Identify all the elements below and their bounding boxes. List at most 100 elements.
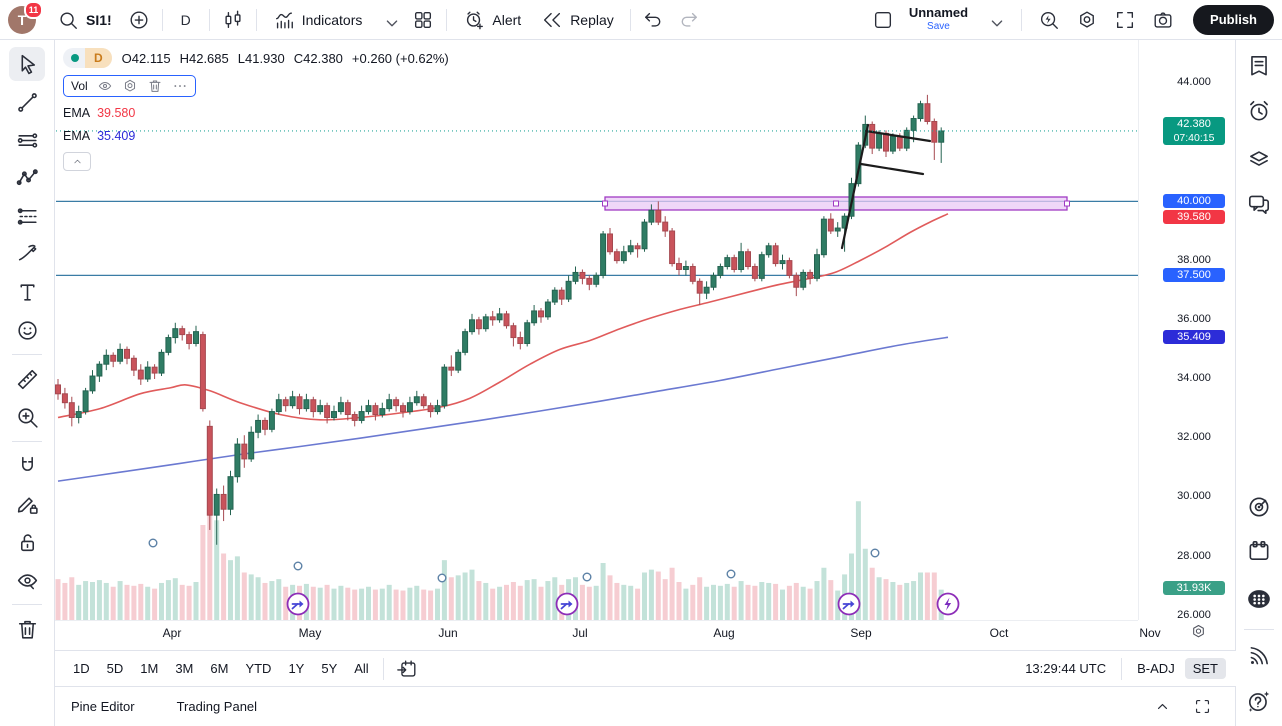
notification-badge: 11 [24, 0, 43, 19]
trend-line-tool[interactable] [9, 85, 45, 119]
indicator-settings-icon[interactable] [122, 78, 138, 94]
save-link[interactable]: Save [927, 21, 950, 33]
plus-circle-icon [128, 9, 150, 31]
go-to-date-button[interactable] [396, 658, 418, 680]
more-options-icon[interactable] [172, 78, 188, 94]
publish-button[interactable]: Publish [1193, 4, 1274, 35]
brush-icon [18, 244, 36, 260]
badj-button[interactable]: B-ADJ [1137, 661, 1175, 676]
grid-icon [412, 9, 434, 31]
ema-legend-row[interactable]: EMA 35.409 [63, 129, 449, 143]
replay-button[interactable]: Replay [532, 4, 623, 36]
calendar-panel[interactable] [1242, 534, 1276, 568]
indicators-button[interactable]: Indicators [264, 4, 372, 36]
time-axis-month: Nov [1139, 626, 1161, 640]
undo-button[interactable] [638, 4, 670, 36]
divider [161, 8, 163, 31]
remove-drawings-tool[interactable] [9, 612, 45, 646]
settings-button[interactable] [1071, 4, 1103, 36]
tab-pine-editor[interactable]: Pine Editor [71, 699, 135, 714]
range-6m[interactable]: 6M [202, 658, 236, 679]
time-axis-month: Oct [989, 626, 1009, 640]
pattern-tool[interactable] [9, 161, 45, 195]
ruler-tool[interactable] [9, 362, 45, 396]
interval-button[interactable]: D [170, 4, 202, 36]
compare-add-button[interactable] [123, 4, 155, 36]
layout-name-button[interactable]: Unnamed Save [905, 5, 972, 33]
parallel-lines-tool[interactable] [9, 123, 45, 157]
time-axis-month: Jul [572, 626, 588, 640]
text-tool[interactable] [9, 275, 45, 309]
maximize-icon [1193, 697, 1212, 716]
divider [1121, 657, 1123, 680]
alert-button[interactable]: Alert [454, 4, 530, 36]
quick-search-button[interactable] [1033, 4, 1065, 36]
panel-expand-button[interactable] [1150, 695, 1174, 719]
layers-panel[interactable] [1242, 141, 1276, 175]
broadcast-panel[interactable] [1242, 639, 1276, 673]
layout-menu-button[interactable] [978, 4, 1010, 36]
legend-collapse-button[interactable] [63, 152, 91, 171]
price-label-pill: 40.000 [1163, 194, 1225, 208]
price-axis-label: 44.000 [1177, 76, 1211, 88]
symbol-search[interactable]: SI1! [48, 4, 121, 36]
tab-trading-panel[interactable]: Trading Panel [176, 699, 258, 714]
range-1d[interactable]: 1D [65, 658, 98, 679]
emoji-tool[interactable] [9, 313, 45, 347]
chat-panel[interactable] [1242, 187, 1276, 221]
range-ytd[interactable]: YTD [237, 658, 279, 679]
zoom-in-tool[interactable] [9, 400, 45, 434]
eye-icon[interactable] [97, 78, 113, 94]
chart-type-button[interactable] [217, 4, 249, 36]
alerts-panel[interactable] [1242, 94, 1276, 128]
divider [12, 604, 42, 605]
range-all[interactable]: All [346, 658, 376, 679]
fullscreen-icon [1114, 9, 1136, 31]
chevron-down-icon [986, 12, 1003, 28]
brush-tool[interactable] [9, 237, 45, 271]
time-axis[interactable]: Apr May Jun Jul Aug Sep Oct Nov [55, 620, 1161, 651]
fullscreen-button[interactable] [1109, 4, 1141, 36]
hide-drawings-tool[interactable] [9, 563, 45, 597]
price-label-pill: 35.409 [1163, 330, 1225, 344]
undo-icon [643, 9, 665, 31]
hlines-icon [17, 132, 37, 148]
price-axis-label: 38.000 [1177, 254, 1211, 266]
drawing-mode-tool[interactable] [9, 487, 45, 521]
right-sidebar [1235, 40, 1282, 726]
layout-select-button[interactable] [867, 4, 899, 36]
cursor-tool[interactable] [9, 47, 45, 81]
price-axis[interactable]: 44.000 38.000 36.000 34.000 32.000 30.000 28.0… [1138, 40, 1237, 621]
gear-icon [1076, 9, 1098, 31]
screener-panel[interactable] [1242, 490, 1276, 524]
panel-maximize-button[interactable] [1190, 695, 1214, 719]
volume-legend-row[interactable]: Vol [63, 75, 196, 97]
axis-settings-gear-icon[interactable] [1190, 623, 1207, 640]
range-3m[interactable]: 3M [167, 658, 201, 679]
clock[interactable]: 13:29:44 UTC [1025, 661, 1107, 676]
top-toolbar: T 11 SI1! D Indicators Alert Replay [0, 0, 1282, 40]
watchlist-panel[interactable] [1242, 49, 1276, 83]
price-axis-label: 34.000 [1177, 372, 1211, 384]
magnet-tool[interactable] [9, 449, 45, 483]
indicator-templates-button[interactable] [373, 4, 405, 36]
trash-icon[interactable] [147, 78, 163, 94]
redo-button[interactable] [672, 4, 704, 36]
zoomin-icon [17, 407, 38, 428]
ema-value: 39.580 [97, 106, 136, 120]
range-5d[interactable]: 5D [99, 658, 132, 679]
snapshot-button[interactable] [1147, 4, 1179, 36]
lock-drawings-tool[interactable] [9, 525, 45, 559]
ema-label: EMA [63, 106, 91, 120]
range-1m[interactable]: 1M [132, 658, 166, 679]
range-5y[interactable]: 5Y [313, 658, 345, 679]
help-button[interactable] [1242, 684, 1276, 718]
ema-legend-row[interactable]: EMA 39.580 [63, 106, 449, 120]
apps-grid[interactable] [1242, 582, 1276, 616]
range-1y[interactable]: 1Y [280, 658, 312, 679]
set-button[interactable]: SET [1184, 658, 1226, 679]
legend-symbol-pill[interactable]: D [63, 48, 112, 68]
avatar[interactable]: T 11 [8, 0, 43, 34]
fib-retracement-tool[interactable] [9, 199, 45, 233]
grid-layout-button[interactable] [407, 4, 439, 36]
